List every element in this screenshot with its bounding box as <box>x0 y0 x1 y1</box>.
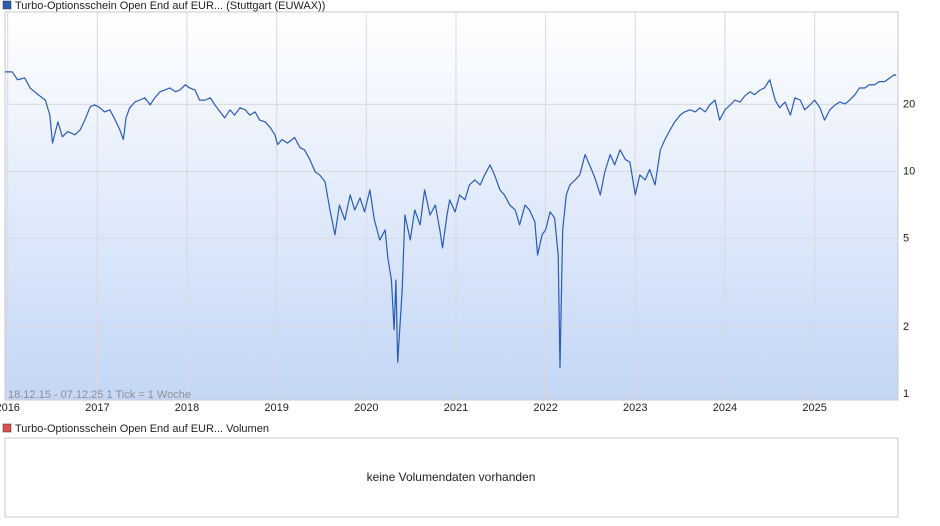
x-tick-label: 2024 <box>713 402 737 414</box>
y-tick-label: 20 <box>903 98 915 110</box>
plot-area <box>4 11 899 401</box>
x-tick-label: 2023 <box>623 402 647 414</box>
x-tick-label: 2016 <box>0 402 20 414</box>
volume-panel <box>4 437 899 518</box>
empty-message: keine Volumendaten vorhanden <box>367 470 536 484</box>
y-tick-label: 2 <box>903 321 909 333</box>
legend-swatch <box>2 423 12 433</box>
legend-swatch <box>2 0 12 10</box>
x-tick-label: 2020 <box>354 402 378 414</box>
series-group <box>5 71 897 369</box>
grid <box>5 12 898 400</box>
legend-label: Turbo-Optionsschein Open End auf EUR... … <box>15 423 269 435</box>
subtitle: 18.12.15 - 07.12.25 1 Tick = 1 Woche <box>8 389 191 401</box>
price-line <box>5 71 897 369</box>
x-tick-label: 2022 <box>533 402 557 414</box>
x-tick-label: 2021 <box>444 402 468 414</box>
y-tick-label: 5 <box>903 232 909 244</box>
x-tick-label: 2025 <box>802 402 826 414</box>
x-tick-label: 2018 <box>175 402 199 414</box>
x-tick-label: 2019 <box>264 402 288 414</box>
x-tick-label: 2017 <box>85 402 109 414</box>
legend-label: Turbo-Optionsschein Open End auf EUR... … <box>15 0 325 12</box>
y-tick-label: 10 <box>903 165 915 177</box>
y-tick-label: 1 <box>903 388 909 400</box>
